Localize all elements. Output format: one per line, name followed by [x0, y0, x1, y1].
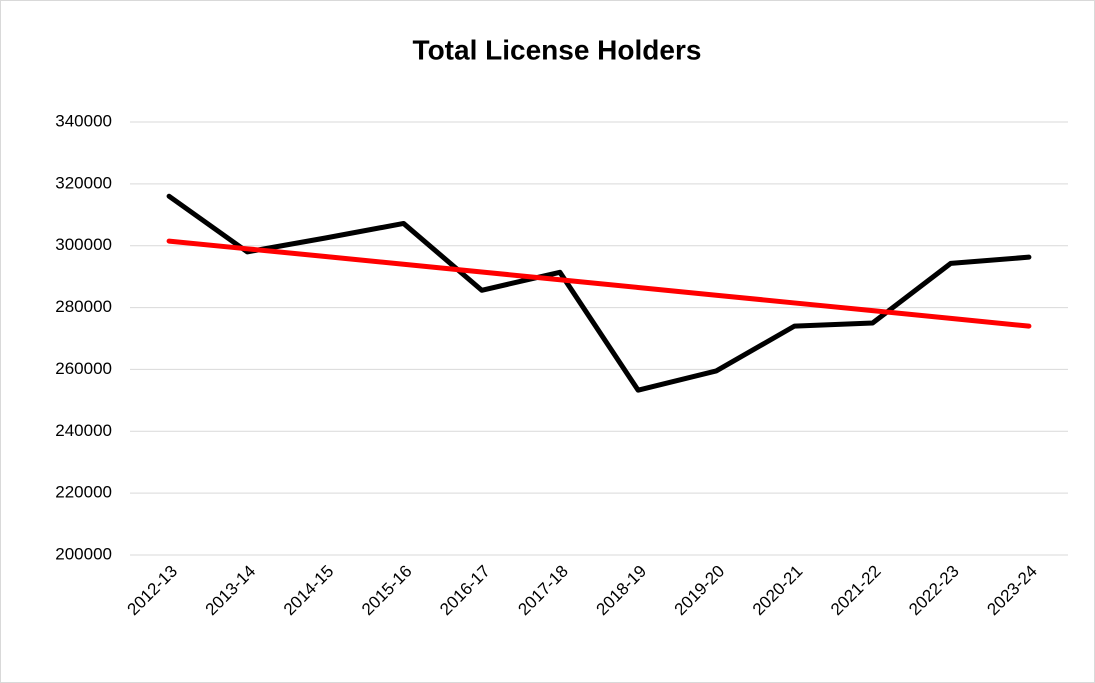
y-tick-label: 220000: [55, 483, 112, 502]
y-tick-label: 240000: [55, 421, 112, 440]
data-line: [166, 238, 1032, 329]
y-tick-label: 260000: [55, 359, 112, 378]
y-tick-label: 320000: [55, 173, 112, 192]
chart-title: Total License Holders: [413, 34, 702, 65]
y-tick-label: 200000: [55, 544, 112, 563]
y-tick-label: 340000: [55, 111, 112, 130]
y-tick-label: 280000: [55, 297, 112, 316]
y-tick-label: 300000: [55, 235, 112, 254]
